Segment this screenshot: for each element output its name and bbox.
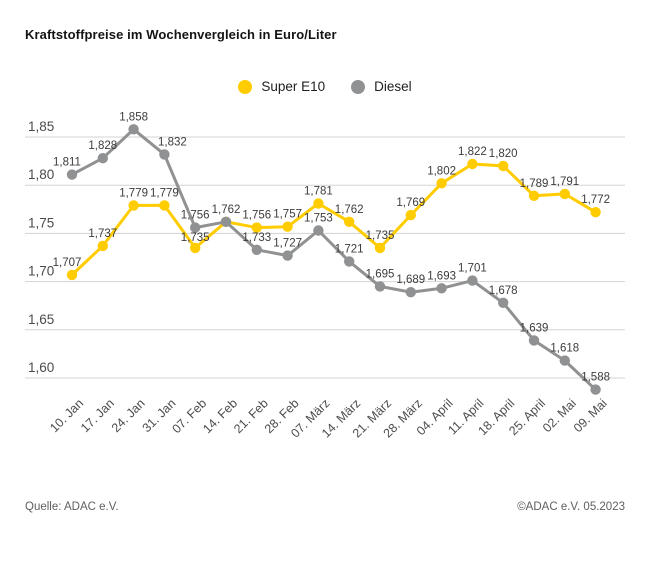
data-point (159, 200, 170, 211)
data-label: 1,779 (150, 187, 179, 199)
x-tick-label: 02. Mai (540, 396, 579, 435)
data-label: 1,588 (581, 372, 610, 384)
data-label: 1,769 (396, 197, 425, 209)
data-label: 1,802 (427, 165, 456, 177)
data-point (66, 169, 78, 180)
data-label: 1,789 (520, 178, 549, 190)
data-label: 1,701 (458, 263, 487, 275)
data-point (282, 250, 293, 261)
series-diesel (66, 124, 601, 395)
data-point (251, 222, 262, 233)
data-point (190, 242, 201, 254)
data-point (528, 335, 540, 346)
data-point (559, 188, 570, 200)
x-tick-label: 17. Jan (78, 396, 117, 435)
x-tick-label: 09. Mai (571, 396, 610, 435)
data-label: 1,693 (427, 270, 456, 282)
data-point (344, 216, 355, 227)
data-label: 1,820 (489, 148, 518, 160)
data-point (467, 158, 478, 170)
data-label: 1,639 (520, 322, 549, 334)
data-label: 1,757 (273, 209, 302, 221)
data-label: 1,756 (242, 210, 271, 222)
data-label: 1,756 (181, 210, 210, 222)
data-point (374, 242, 386, 254)
data-label: 1,762 (335, 204, 364, 216)
data-point (66, 269, 78, 281)
data-point (528, 190, 540, 201)
diesel-dot-icon (351, 79, 366, 94)
data-point (97, 153, 109, 164)
data-point (467, 275, 478, 286)
data-label: 1,735 (181, 232, 210, 244)
data-point (590, 207, 601, 218)
super-e10-dot-icon (238, 79, 253, 94)
data-point (282, 221, 293, 232)
y-tick-label: 1,75 (28, 215, 54, 230)
data-label: 1,828 (88, 140, 117, 152)
data-point (313, 225, 324, 236)
data-label: 1,753 (304, 213, 333, 225)
data-label: 1,727 (273, 238, 302, 250)
data-label: 1,811 (53, 157, 81, 169)
data-label: 1,721 (335, 243, 364, 255)
legend-label-diesel: Diesel (374, 79, 412, 94)
source-note: Quelle: ADAC e.V. (25, 501, 119, 513)
data-point (405, 287, 416, 298)
y-tick-label: 1,60 (28, 360, 54, 375)
legend: Super E10 Diesel (0, 79, 650, 94)
data-point (190, 222, 201, 233)
data-point (436, 178, 447, 189)
y-tick-label: 1,70 (28, 264, 54, 279)
data-label: 1,858 (119, 111, 148, 123)
data-label: 1,832 (158, 136, 187, 148)
data-label: 1,707 (53, 257, 82, 269)
x-tick-label: 24. Jan (109, 396, 148, 435)
data-label: 1,689 (396, 274, 425, 286)
data-label: 1,678 (489, 285, 518, 297)
data-label: 1,695 (366, 268, 395, 280)
data-point (436, 283, 447, 294)
y-tick-label: 1,85 (28, 119, 54, 134)
data-label: 1,822 (458, 146, 487, 158)
data-point (251, 244, 262, 255)
data-label: 1,779 (119, 187, 148, 199)
data-point (374, 281, 386, 292)
data-point (405, 209, 416, 221)
legend-item-super-e10: Super E10 (238, 79, 325, 94)
data-label: 1,733 (242, 232, 271, 244)
data-label: 1,762 (212, 204, 241, 216)
legend-label-super-e10: Super E10 (261, 79, 326, 94)
data-point (128, 124, 139, 135)
data-label: 1,618 (550, 343, 579, 355)
x-tick-label: 10. Jan (47, 396, 86, 435)
data-point (590, 384, 601, 395)
data-point (97, 240, 109, 252)
data-point (313, 198, 324, 209)
y-tick-label: 1,80 (28, 167, 54, 182)
copyright-note: ©ADAC e.V. 05.2023 (517, 501, 625, 513)
data-point (559, 355, 570, 366)
y-tick-label: 1,65 (28, 312, 54, 327)
data-point (128, 200, 139, 211)
data-label: 1,737 (88, 228, 117, 240)
data-point (344, 256, 355, 267)
data-label: 1,735 (366, 230, 395, 242)
data-point (220, 216, 232, 227)
legend-item-diesel: Diesel (351, 79, 412, 94)
data-point (498, 297, 509, 308)
chart-title: Kraftstoffpreise im Wochenvergleich in E… (25, 27, 337, 42)
data-label: 1,791 (550, 176, 579, 188)
data-point (498, 160, 509, 172)
data-label: 1,772 (581, 194, 610, 206)
data-label: 1,781 (304, 186, 333, 198)
y-axis-labels: 1,85 1,80 1,75 1,70 1,65 1,60 (28, 119, 54, 375)
data-point (159, 149, 170, 160)
